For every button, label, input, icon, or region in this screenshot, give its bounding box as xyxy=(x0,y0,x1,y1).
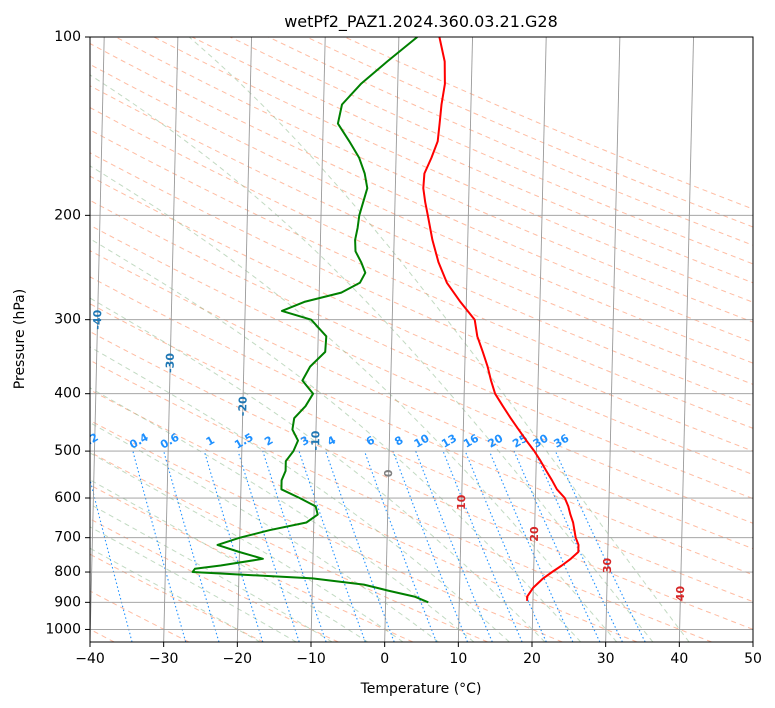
mixing-ratio-line xyxy=(488,450,574,642)
x-tick-label: 10 xyxy=(449,651,467,667)
mixing-ratio-line xyxy=(163,450,220,642)
dry-adiabat-label: 40 xyxy=(674,585,687,601)
y-axis-label: Pressure (hPa) xyxy=(12,289,28,389)
mixing-ratio-line xyxy=(203,450,264,642)
dry-adiabat xyxy=(90,389,638,642)
dry-adiabat xyxy=(90,43,753,343)
x-tick-label: 30 xyxy=(597,651,615,667)
plot-frame xyxy=(89,36,754,643)
x-tick-label: 50 xyxy=(744,651,762,667)
dry-adiabat xyxy=(153,37,753,303)
dry-adiabat xyxy=(90,224,753,524)
zero-isotherm-label: 0 xyxy=(382,469,395,477)
moist-adiabat xyxy=(90,479,368,642)
x-tick-label: −40 xyxy=(75,651,105,667)
dry-adiabat xyxy=(90,303,753,603)
isotherm-line xyxy=(90,37,105,642)
dry-adiabat xyxy=(90,107,753,407)
dry-adiabat xyxy=(90,331,753,630)
x-axis-label: Temperature (°C) xyxy=(360,681,482,697)
dry-adiabat xyxy=(90,63,753,364)
isotherm-line xyxy=(605,37,621,642)
dry-adiabat xyxy=(90,590,190,642)
y-tick-label: 300 xyxy=(54,312,81,328)
moist-adiabat xyxy=(90,74,654,642)
mixing-ratio-line xyxy=(392,450,469,642)
chart-title: wetPf2_PAZ1.2024.360.03.21.G28 xyxy=(284,12,558,32)
isotherm-label: -10 xyxy=(309,430,322,451)
mixing-ratio-label: 0.2 xyxy=(77,431,100,452)
isotherm-line xyxy=(531,37,547,642)
y-tick-label: 500 xyxy=(54,443,81,459)
isotherm-line xyxy=(163,37,179,642)
mixing-ratio-line xyxy=(237,450,300,642)
moist-adiabat xyxy=(90,297,546,642)
dry-adiabat-labels: 10 20 30 40 xyxy=(455,494,687,601)
x-tick-label: 20 xyxy=(523,651,541,667)
dry-adiabat-label: 20 xyxy=(528,526,541,542)
isotherm-line xyxy=(678,37,694,642)
y-tick-label: 600 xyxy=(54,490,81,506)
y-axis: 100 200 300 400 500 600 700 800 900 1000 xyxy=(45,29,90,637)
y-tick-label: 100 xyxy=(54,29,81,45)
isotherm-label: -20 xyxy=(236,396,249,417)
isotherm-labels: -100-90-80-70-60-50-40-30-20-100 xyxy=(91,309,395,477)
y-tick-label: 1000 xyxy=(45,621,81,637)
mixing-ratio-line xyxy=(298,450,366,642)
mixing-ratio-line xyxy=(132,450,187,642)
x-tick-label: −30 xyxy=(149,651,179,667)
isotherm-label: -30 xyxy=(163,353,176,374)
isotherm-label: -40 xyxy=(91,309,104,330)
isotherm-line xyxy=(457,37,473,642)
moist-adiabat xyxy=(90,165,618,642)
dry-adiabat-label: 10 xyxy=(455,494,468,510)
moist-adiabat xyxy=(90,503,333,642)
mixing-ratio-line xyxy=(442,450,523,642)
isotherm-line xyxy=(236,37,252,642)
x-tick-label: −20 xyxy=(223,651,253,667)
mixing-ratio-line xyxy=(262,450,327,642)
y-tick-label: 900 xyxy=(54,594,81,610)
y-tick-label: 800 xyxy=(54,564,81,580)
mixing-ratio-line xyxy=(363,450,437,642)
profiles xyxy=(191,37,580,604)
isotherm-line xyxy=(384,37,400,642)
dry-adiabat xyxy=(90,199,753,500)
y-tick-label: 200 xyxy=(54,207,81,223)
dry-adiabat-label: 30 xyxy=(601,557,614,573)
dry-adiabat xyxy=(90,152,753,452)
moist-adiabat xyxy=(90,547,261,642)
dewpoint-profile-line xyxy=(191,37,429,604)
dry-adiabat xyxy=(90,250,753,550)
y-tick-label: 400 xyxy=(54,386,81,402)
moist-adiabat xyxy=(90,238,582,642)
x-tick-label: 40 xyxy=(670,651,688,667)
x-axis: −40 −30 −20 −10 0 10 20 30 40 50 xyxy=(75,642,762,667)
moist-adiabat xyxy=(90,452,404,642)
moist-adiabat xyxy=(90,422,439,642)
x-tick-label: 0 xyxy=(380,651,389,667)
x-tick-label: −10 xyxy=(296,651,326,667)
dry-adiabat xyxy=(90,359,712,642)
y-tick-label: 700 xyxy=(54,530,81,546)
mixing-ratio-line xyxy=(464,450,547,642)
background-lines xyxy=(90,37,753,642)
temperature-profile-line xyxy=(422,37,580,601)
moist-adiabat xyxy=(188,37,690,642)
isotherm-line xyxy=(310,37,326,642)
moist-adiabat xyxy=(90,387,475,642)
